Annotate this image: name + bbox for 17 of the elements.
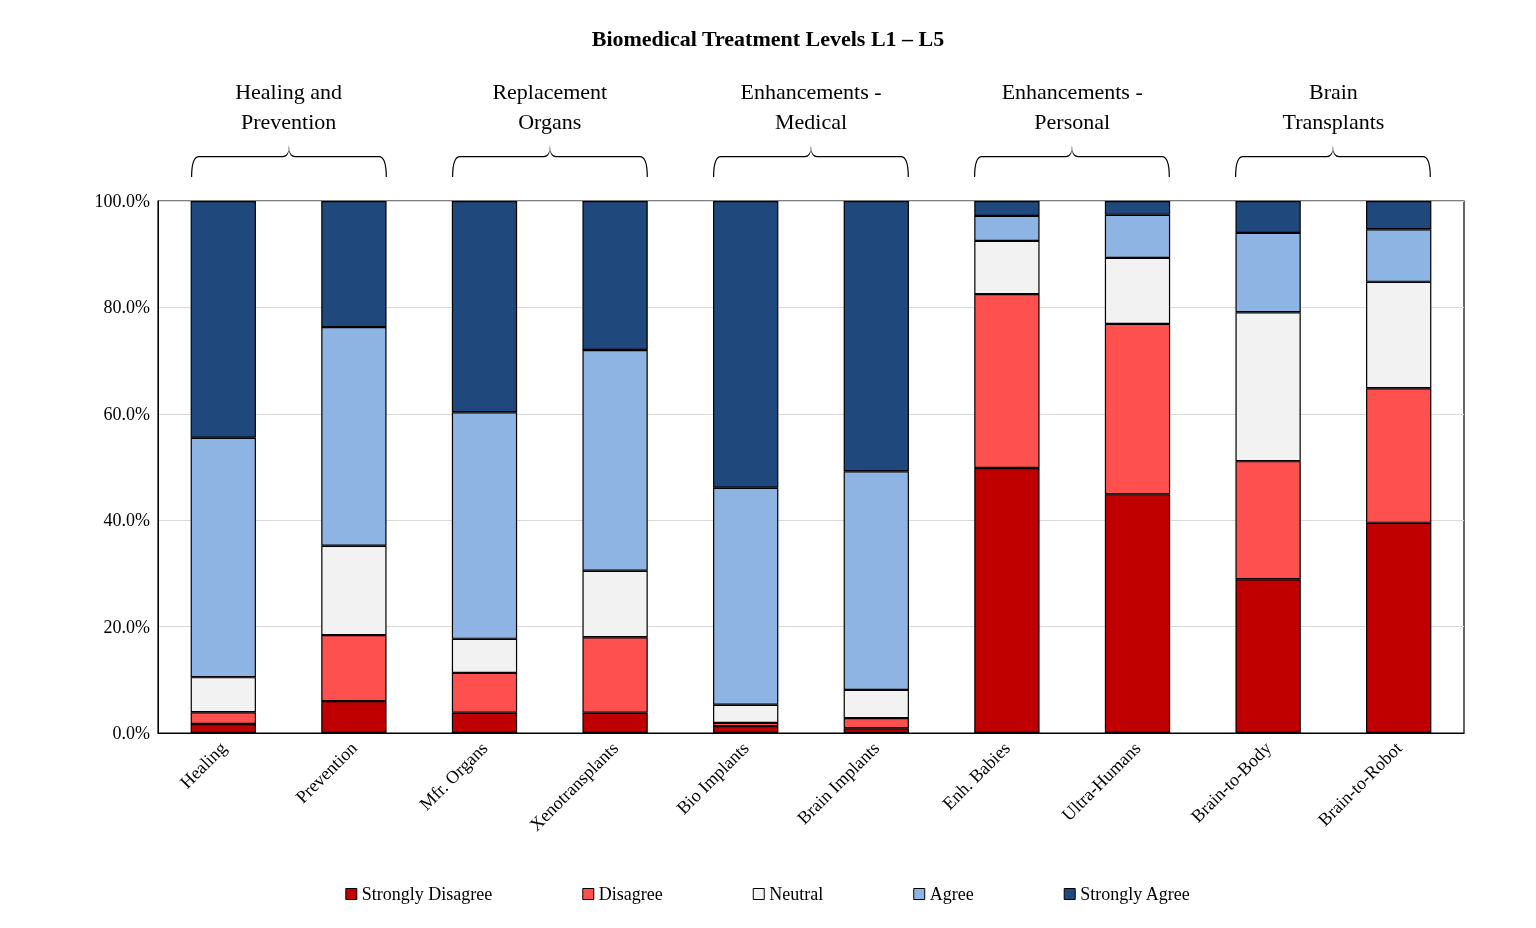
y-tick-label: 80.0% — [103, 297, 150, 318]
y-tick-label: 40.0% — [103, 510, 150, 531]
legend-label: Agree — [929, 884, 974, 904]
legend-label: Strongly Disagree — [361, 884, 493, 904]
chart-title: Biomedical Treatment Levels L1 – L5 — [591, 25, 945, 51]
text: Enhancements - Medical — [740, 78, 882, 134]
y-tick-label: 60.0% — [103, 403, 150, 424]
text: Enhancements - Personal — [1001, 78, 1143, 134]
y-tick-label: 20.0% — [103, 616, 150, 637]
text: Replacement Organs — [492, 78, 608, 134]
y-tick-label: 100.0% — [94, 191, 150, 211]
legend-label: Disagree — [598, 884, 663, 904]
legend-label: Strongly Agree — [1080, 884, 1190, 904]
text: Healing and Prevention — [235, 78, 343, 134]
y-tick-label: 0.0% — [112, 723, 150, 743]
legend-label: Neutral — [769, 884, 824, 904]
text: Brain Transplants — [1282, 78, 1385, 134]
